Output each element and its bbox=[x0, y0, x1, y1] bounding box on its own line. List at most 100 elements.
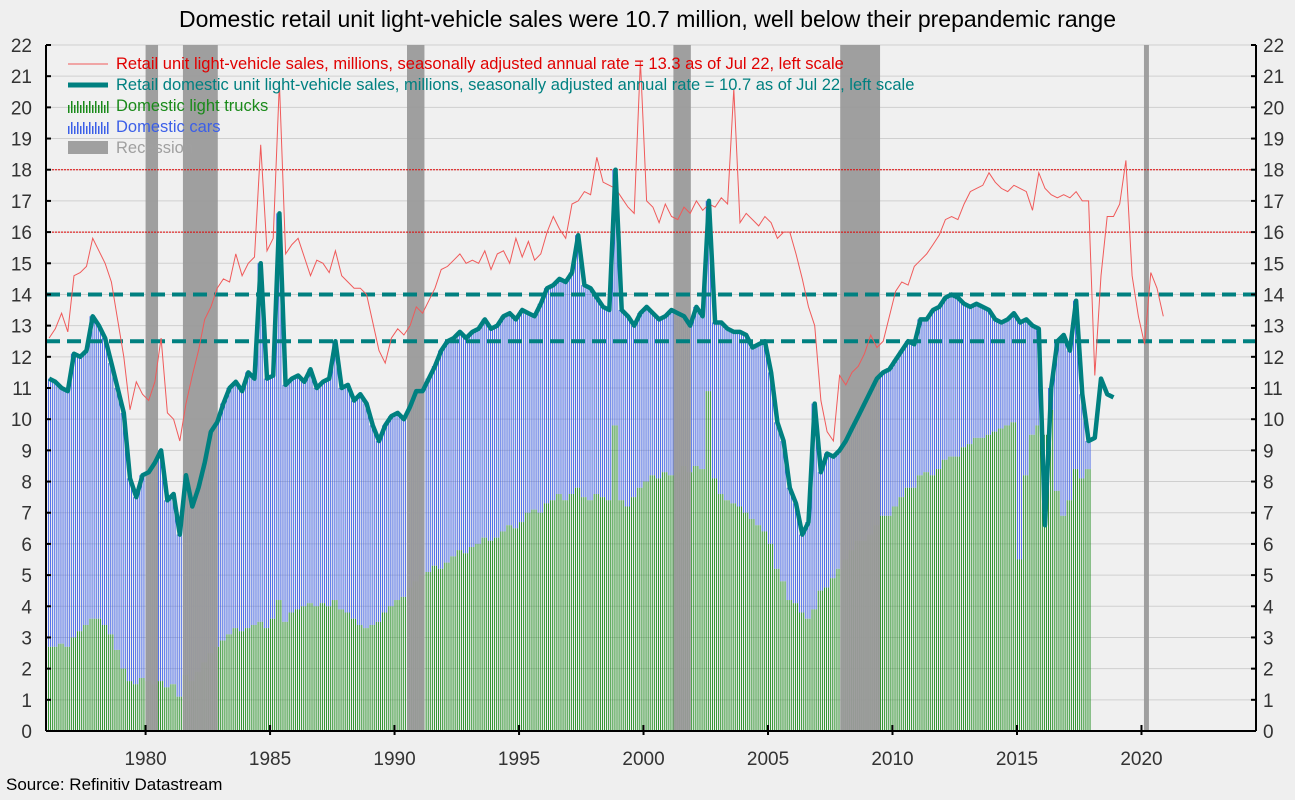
bar-domestic-light-trucks bbox=[294, 609, 296, 731]
bar-domestic-cars bbox=[388, 416, 390, 607]
bar-domestic-light-trucks bbox=[521, 522, 522, 731]
legend-swatch-trucks bbox=[86, 105, 88, 113]
bar-domestic-cars bbox=[626, 316, 628, 507]
bar-domestic-cars bbox=[948, 294, 950, 457]
bar-domestic-cars bbox=[77, 356, 78, 632]
bar-domestic-cars bbox=[305, 381, 307, 607]
bar-domestic-light-trucks bbox=[299, 609, 300, 731]
bar-domestic-light-trucks bbox=[297, 609, 298, 731]
bar-domestic-light-trucks bbox=[110, 634, 112, 731]
bar-domestic-cars bbox=[778, 422, 780, 569]
bar-domestic-light-trucks bbox=[394, 600, 396, 731]
bar-domestic-cars bbox=[326, 378, 327, 607]
bar-domestic-cars bbox=[772, 372, 774, 544]
bar-domestic-light-trucks bbox=[377, 621, 379, 731]
bar-domestic-light-trucks bbox=[927, 472, 929, 731]
bar-domestic-light-trucks bbox=[649, 475, 651, 731]
bar-domestic-cars bbox=[803, 534, 805, 613]
bar-domestic-light-trucks bbox=[460, 550, 462, 731]
bar-domestic-light-trucks bbox=[516, 528, 518, 731]
bar-domestic-cars bbox=[504, 316, 506, 532]
legend-swatch-trucks bbox=[80, 105, 82, 113]
bar-domestic-light-trucks bbox=[983, 437, 985, 731]
bar-domestic-cars bbox=[510, 313, 512, 526]
bar-domestic-cars bbox=[655, 319, 657, 479]
bar-domestic-light-trucks bbox=[1060, 515, 1062, 731]
bar-domestic-light-trucks bbox=[826, 587, 827, 731]
x-tick-label: 2020 bbox=[1120, 749, 1162, 770]
bar-domestic-light-trucks bbox=[180, 696, 182, 731]
bar-domestic-cars bbox=[591, 288, 593, 501]
bar-domestic-light-trucks bbox=[575, 487, 576, 731]
bar-domestic-cars bbox=[1027, 319, 1029, 476]
bar-domestic-cars bbox=[241, 391, 242, 632]
y-tick-label-left: 0 bbox=[21, 722, 32, 743]
bar-domestic-light-trucks bbox=[971, 444, 973, 731]
bar-domestic-light-trucks bbox=[369, 624, 371, 731]
bar-domestic-cars bbox=[431, 366, 433, 566]
bar-domestic-cars bbox=[556, 278, 558, 495]
bar-domestic-cars bbox=[1083, 394, 1085, 479]
bar-domestic-cars bbox=[770, 372, 771, 544]
bar-domestic-light-trucks bbox=[469, 547, 471, 731]
bar-domestic-cars bbox=[236, 381, 238, 629]
bar-domestic-light-trucks bbox=[832, 578, 834, 731]
bar-domestic-cars bbox=[699, 316, 701, 470]
bar-domestic-cars bbox=[543, 288, 545, 504]
bar-domestic-cars bbox=[319, 381, 321, 604]
bar-domestic-cars bbox=[599, 306, 601, 498]
bar-domestic-cars bbox=[900, 350, 902, 498]
bar-domestic-light-trucks bbox=[489, 540, 491, 731]
bar-domestic-light-trucks bbox=[504, 531, 506, 731]
bar-domestic-light-trucks bbox=[747, 512, 749, 731]
bar-domestic-cars bbox=[172, 494, 174, 685]
bar-domestic-light-trucks bbox=[973, 437, 975, 731]
bar-domestic-light-trucks bbox=[50, 646, 52, 731]
bar-domestic-light-trucks bbox=[757, 525, 759, 731]
bar-domestic-cars bbox=[998, 322, 1000, 429]
bar-domestic-light-trucks bbox=[238, 631, 240, 731]
bar-domestic-light-trucks bbox=[444, 562, 446, 731]
bar-domestic-light-trucks bbox=[371, 624, 373, 731]
bar-domestic-light-trucks bbox=[724, 500, 726, 731]
bar-domestic-light-trucks bbox=[1039, 425, 1041, 731]
bar-domestic-light-trucks bbox=[900, 497, 902, 731]
bar-domestic-light-trucks bbox=[784, 581, 786, 731]
bar-domestic-cars bbox=[257, 263, 259, 622]
bar-domestic-light-trucks bbox=[824, 587, 825, 731]
bar-domestic-light-trucks bbox=[438, 568, 440, 731]
bar-domestic-light-trucks bbox=[539, 512, 541, 731]
bar-domestic-cars bbox=[330, 378, 332, 607]
bar-domestic-cars bbox=[730, 331, 732, 504]
bar-domestic-light-trucks bbox=[1083, 478, 1085, 731]
bar-domestic-cars bbox=[1006, 319, 1008, 426]
bar-domestic-light-trucks bbox=[641, 487, 643, 731]
bar-domestic-light-trucks bbox=[263, 628, 265, 731]
legend-swatch-cars bbox=[101, 122, 103, 134]
bar-domestic-cars bbox=[222, 403, 224, 641]
bar-domestic-cars bbox=[807, 522, 809, 619]
bar-domestic-cars bbox=[365, 403, 367, 629]
bar-domestic-cars bbox=[759, 344, 761, 526]
bar-domestic-cars bbox=[979, 306, 981, 438]
bar-domestic-cars bbox=[72, 353, 74, 638]
bar-domestic-cars bbox=[546, 288, 547, 504]
bar-domestic-cars bbox=[747, 334, 749, 513]
bar-domestic-cars bbox=[664, 316, 666, 473]
bar-domestic-light-trucks bbox=[942, 459, 944, 731]
bar-domestic-light-trucks bbox=[336, 600, 338, 731]
bar-domestic-light-trucks bbox=[535, 509, 537, 731]
bar-domestic-cars bbox=[261, 263, 263, 622]
bar-domestic-light-trucks bbox=[284, 621, 286, 731]
bar-domestic-light-trucks bbox=[1075, 469, 1076, 731]
bar-domestic-cars bbox=[452, 338, 454, 557]
bar-domestic-light-trucks bbox=[568, 494, 570, 731]
bar-domestic-cars bbox=[971, 306, 973, 445]
bar-domestic-cars bbox=[919, 319, 921, 476]
legend-swatch-trucks bbox=[92, 105, 94, 113]
bar-domestic-cars bbox=[672, 310, 674, 476]
bar-domestic-cars bbox=[118, 388, 120, 650]
bar-domestic-cars bbox=[950, 294, 952, 457]
bar-domestic-light-trucks bbox=[948, 456, 950, 731]
